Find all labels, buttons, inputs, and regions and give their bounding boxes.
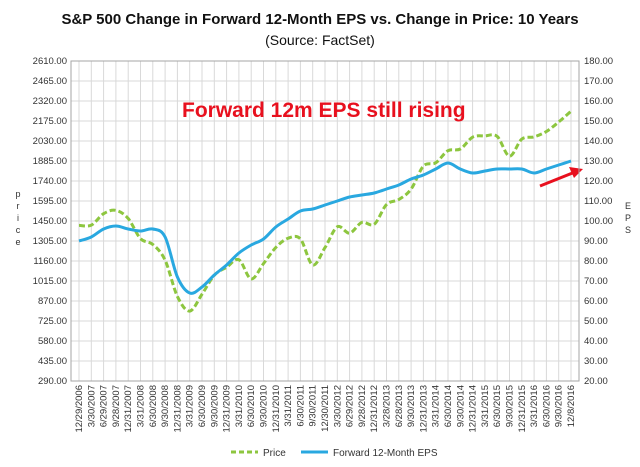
left-tick-label: 1450.00 — [33, 216, 67, 227]
x-tick-label: 6/28/2013 — [394, 385, 405, 427]
legend-eps-label: Forward 12-Month EPS — [333, 448, 438, 459]
annotation-text: Forward 12m EPS still rising — [182, 99, 466, 122]
right-tick-label: 40.00 — [584, 336, 608, 347]
x-tick-label: 3/31/2014 — [431, 385, 442, 427]
right-tick-label: 140.00 — [584, 136, 613, 147]
x-tick-label: 6/29/2007 — [99, 385, 110, 427]
x-tick-label: 12/31/2015 — [517, 385, 528, 433]
axis-title-letter: i — [17, 213, 19, 223]
grid — [71, 60, 579, 382]
x-tick-label: 12/8/2016 — [566, 385, 577, 427]
x-tick-label: 9/30/2011 — [308, 385, 319, 427]
left-tick-label: 1740.00 — [33, 176, 67, 187]
series-group — [78, 110, 572, 313]
left-tick-label: 2320.00 — [33, 96, 67, 107]
x-tick-label: 12/31/2013 — [418, 385, 429, 433]
right-tick-label: 120.00 — [584, 176, 613, 187]
left-tick-label: 580.00 — [38, 336, 67, 347]
x-tick-label: 9/30/2015 — [505, 385, 516, 427]
x-tick-label: 6/29/2012 — [345, 385, 356, 427]
left-tick-label: 870.00 — [38, 296, 67, 307]
right-tick-label: 110.00 — [584, 196, 612, 207]
axis-title-letter: r — [17, 201, 20, 211]
x-tick-label: 9/30/2016 — [554, 385, 565, 427]
left-tick-label: 1160.00 — [33, 256, 67, 267]
x-tick-label: 12/30/2011 — [320, 385, 331, 432]
right-tick-label: 150.00 — [584, 116, 613, 127]
x-tick-label: 3/30/2012 — [332, 385, 343, 427]
x-axis-ticks: 12/29/2006 3/30/2007 6/29/2007 9/28/2007 12/… — [74, 385, 577, 433]
x-tick-label: 3/28/2013 — [382, 385, 393, 427]
x-tick-label: 6/30/2011 — [295, 385, 306, 427]
axis-title-letter: S — [625, 225, 631, 235]
x-tick-label: 6/30/2009 — [197, 385, 208, 427]
x-tick-label: 9/30/2010 — [259, 385, 270, 427]
axis-title-letter: e — [15, 237, 20, 247]
x-tick-label: 6/30/2016 — [541, 385, 552, 427]
left-tick-label: 1305.00 — [33, 236, 67, 247]
plot-frame — [70, 60, 580, 382]
x-tick-label: 3/30/2007 — [86, 385, 97, 427]
x-tick-label: 3/31/2010 — [234, 385, 245, 427]
right-tick-label: 80.00 — [584, 256, 608, 267]
x-tick-label: 12/31/2010 — [271, 385, 282, 433]
x-tick-label: 9/30/2008 — [160, 385, 171, 427]
legend-price-label: Price — [263, 448, 286, 459]
right-tick-label: 50.00 — [584, 316, 608, 327]
x-tick-label: 6/30/2015 — [492, 385, 503, 427]
left-axis-ticks: 290.00 435.00 580.00 725.00 870.00 1015.00 116… — [33, 56, 67, 387]
right-axis-ticks: 20.00 30.00 40.00 50.00 60.00 70.00 80.00 90.00… — [584, 56, 613, 387]
axis-title-letter: c — [16, 225, 21, 235]
right-axis-title: EPS — [625, 201, 631, 235]
x-tick-label: 3/31/2008 — [136, 385, 147, 427]
right-tick-label: 100.00 — [584, 216, 613, 227]
left-tick-label: 725.00 — [38, 316, 67, 327]
x-tick-label: 9/30/2009 — [209, 385, 220, 427]
x-tick-label: 9/28/2012 — [357, 385, 368, 427]
x-tick-label: 9/30/2013 — [406, 385, 417, 427]
x-tick-label: 6/30/2010 — [246, 385, 257, 427]
right-tick-label: 20.00 — [584, 376, 608, 387]
x-tick-label: 6/30/2014 — [443, 385, 454, 427]
right-tick-label: 30.00 — [584, 356, 608, 367]
left-tick-label: 1885.00 — [33, 156, 67, 167]
x-tick-label: 6/30/2008 — [148, 385, 159, 427]
right-tick-label: 160.00 — [584, 96, 613, 107]
axis-title-letter: E — [625, 201, 631, 211]
x-tick-label: 9/30/2014 — [455, 385, 466, 427]
chart-subtitle: (Source: FactSet) — [265, 32, 375, 48]
x-tick-label: 3/31/2016 — [529, 385, 540, 427]
x-tick-label: 3/31/2015 — [480, 385, 491, 427]
left-tick-label: 2610.00 — [33, 56, 67, 67]
x-tick-label: 12/31/2014 — [468, 385, 479, 433]
left-tick-label: 1595.00 — [33, 196, 67, 207]
chart-title: S&P 500 Change in Forward 12-Month EPS v… — [61, 11, 578, 28]
x-tick-label: 3/31/2011 — [283, 385, 294, 427]
right-tick-label: 90.00 — [584, 236, 608, 247]
left-tick-label: 2175.00 — [33, 116, 67, 127]
right-tick-label: 180.00 — [584, 56, 613, 67]
x-tick-label: 12/29/2006 — [74, 385, 85, 433]
legend: Price Forward 12-Month EPS — [231, 448, 438, 459]
axis-title-letter: p — [15, 189, 20, 199]
right-tick-label: 130.00 — [584, 156, 613, 167]
x-tick-label: 12/31/2008 — [172, 385, 183, 433]
x-tick-label: 12/31/2009 — [222, 385, 233, 433]
x-tick-label: 3/31/2009 — [185, 385, 196, 427]
x-tick-label: 12/31/2012 — [369, 385, 380, 433]
right-tick-label: 170.00 — [584, 76, 613, 87]
left-tick-label: 1015.00 — [33, 276, 67, 287]
left-tick-label: 2465.00 — [33, 76, 67, 87]
x-tick-label: 12/31/2007 — [123, 385, 134, 433]
left-tick-label: 290.00 — [38, 376, 67, 387]
left-tick-label: 435.00 — [38, 356, 67, 367]
right-tick-label: 70.00 — [584, 276, 608, 287]
axis-title-letter: P — [625, 213, 631, 223]
right-tick-label: 60.00 — [584, 296, 608, 307]
left-tick-label: 2030.00 — [33, 136, 67, 147]
x-tick-label: 9/28/2007 — [111, 385, 122, 427]
